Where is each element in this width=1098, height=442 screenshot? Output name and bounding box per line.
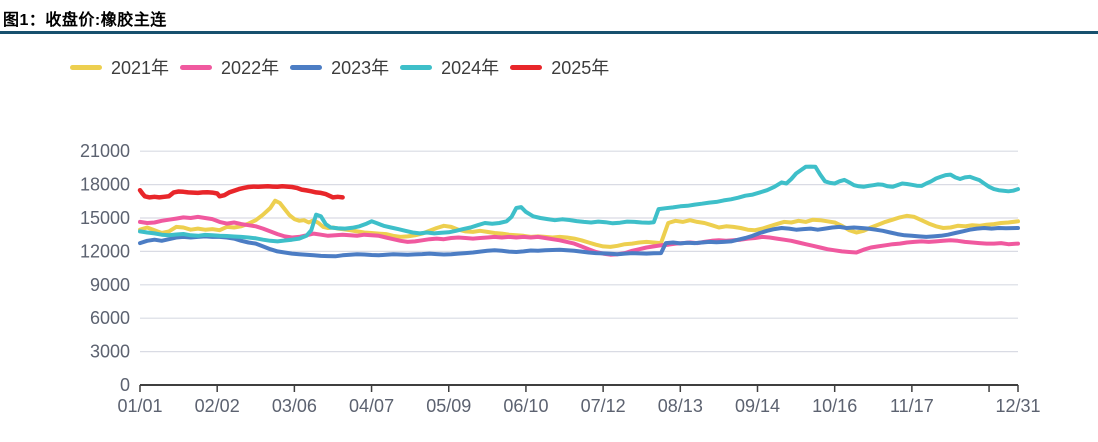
legend-label-2023年: 2023年 [331, 58, 390, 78]
legend-label-2025年: 2025年 [551, 58, 610, 78]
y-tick-label: 6000 [90, 308, 130, 328]
title-divider [0, 31, 1098, 34]
gridlines [140, 150, 1018, 353]
series-line-2025年 [137, 184, 345, 200]
x-tick-label: 04/07 [349, 396, 394, 416]
figure-title: 图1：收盘价:橡胶主连 [3, 12, 167, 29]
series-lines [137, 164, 1020, 259]
x-axis: 01/01 02/02 03/06 04/07 05/09 06/10 07/12 08/13… [117, 384, 1041, 416]
y-tick-label: 0 [120, 375, 130, 395]
legend-item-2022年: 2022年 [180, 54, 279, 80]
legend-swatch-2023年 [290, 64, 323, 70]
chart-legend: 2021年 2022年 2023年 2024年 2025年 [70, 54, 609, 80]
x-tick-label: 09/14 [735, 396, 780, 416]
x-tick-label: 10/16 [812, 396, 857, 416]
y-axis-labels: 0 3000 6000 9000 12000 15000 18000 21000 [80, 141, 130, 395]
series-line-2022年 [138, 214, 1020, 257]
x-tick-label: 03/06 [272, 396, 317, 416]
legend-item-2023年: 2023年 [290, 54, 389, 80]
y-tick-label: 12000 [80, 241, 130, 261]
legend-label-2022年: 2022年 [221, 58, 280, 78]
legend-swatch-2022年 [180, 64, 213, 70]
legend-item-2021年: 2021年 [70, 54, 169, 80]
legend-item-2025年: 2025年 [510, 54, 609, 80]
legend-label-2024年: 2024年 [441, 58, 500, 78]
y-tick-label: 3000 [90, 342, 130, 362]
legend-label-2021年: 2021年 [111, 58, 170, 78]
series-line-2023年 [138, 224, 1020, 259]
x-tick-label: 06/10 [503, 396, 548, 416]
series-line-2024年 [138, 164, 1020, 244]
y-tick-label: 15000 [80, 208, 130, 228]
x-tick-label: 01/01 [117, 396, 162, 416]
x-tick-label: 07/12 [581, 396, 626, 416]
legend-swatch-2021年 [70, 64, 102, 70]
y-tick-label: 18000 [80, 175, 130, 195]
legend-swatch-2025年 [510, 64, 543, 70]
x-tick-label: 08/13 [658, 396, 703, 416]
x-tick-label: 05/09 [426, 396, 471, 416]
x-tick-label: 12/31 [995, 396, 1040, 416]
legend-item-2024年: 2024年 [400, 54, 499, 80]
y-tick-label: 9000 [90, 275, 130, 295]
x-tick-label: 11/17 [890, 396, 934, 416]
legend-swatch-2024年 [400, 64, 433, 70]
series-line-2021年 [138, 198, 1020, 249]
y-tick-label: 21000 [80, 141, 130, 161]
x-tick-label: 02/02 [195, 396, 240, 416]
